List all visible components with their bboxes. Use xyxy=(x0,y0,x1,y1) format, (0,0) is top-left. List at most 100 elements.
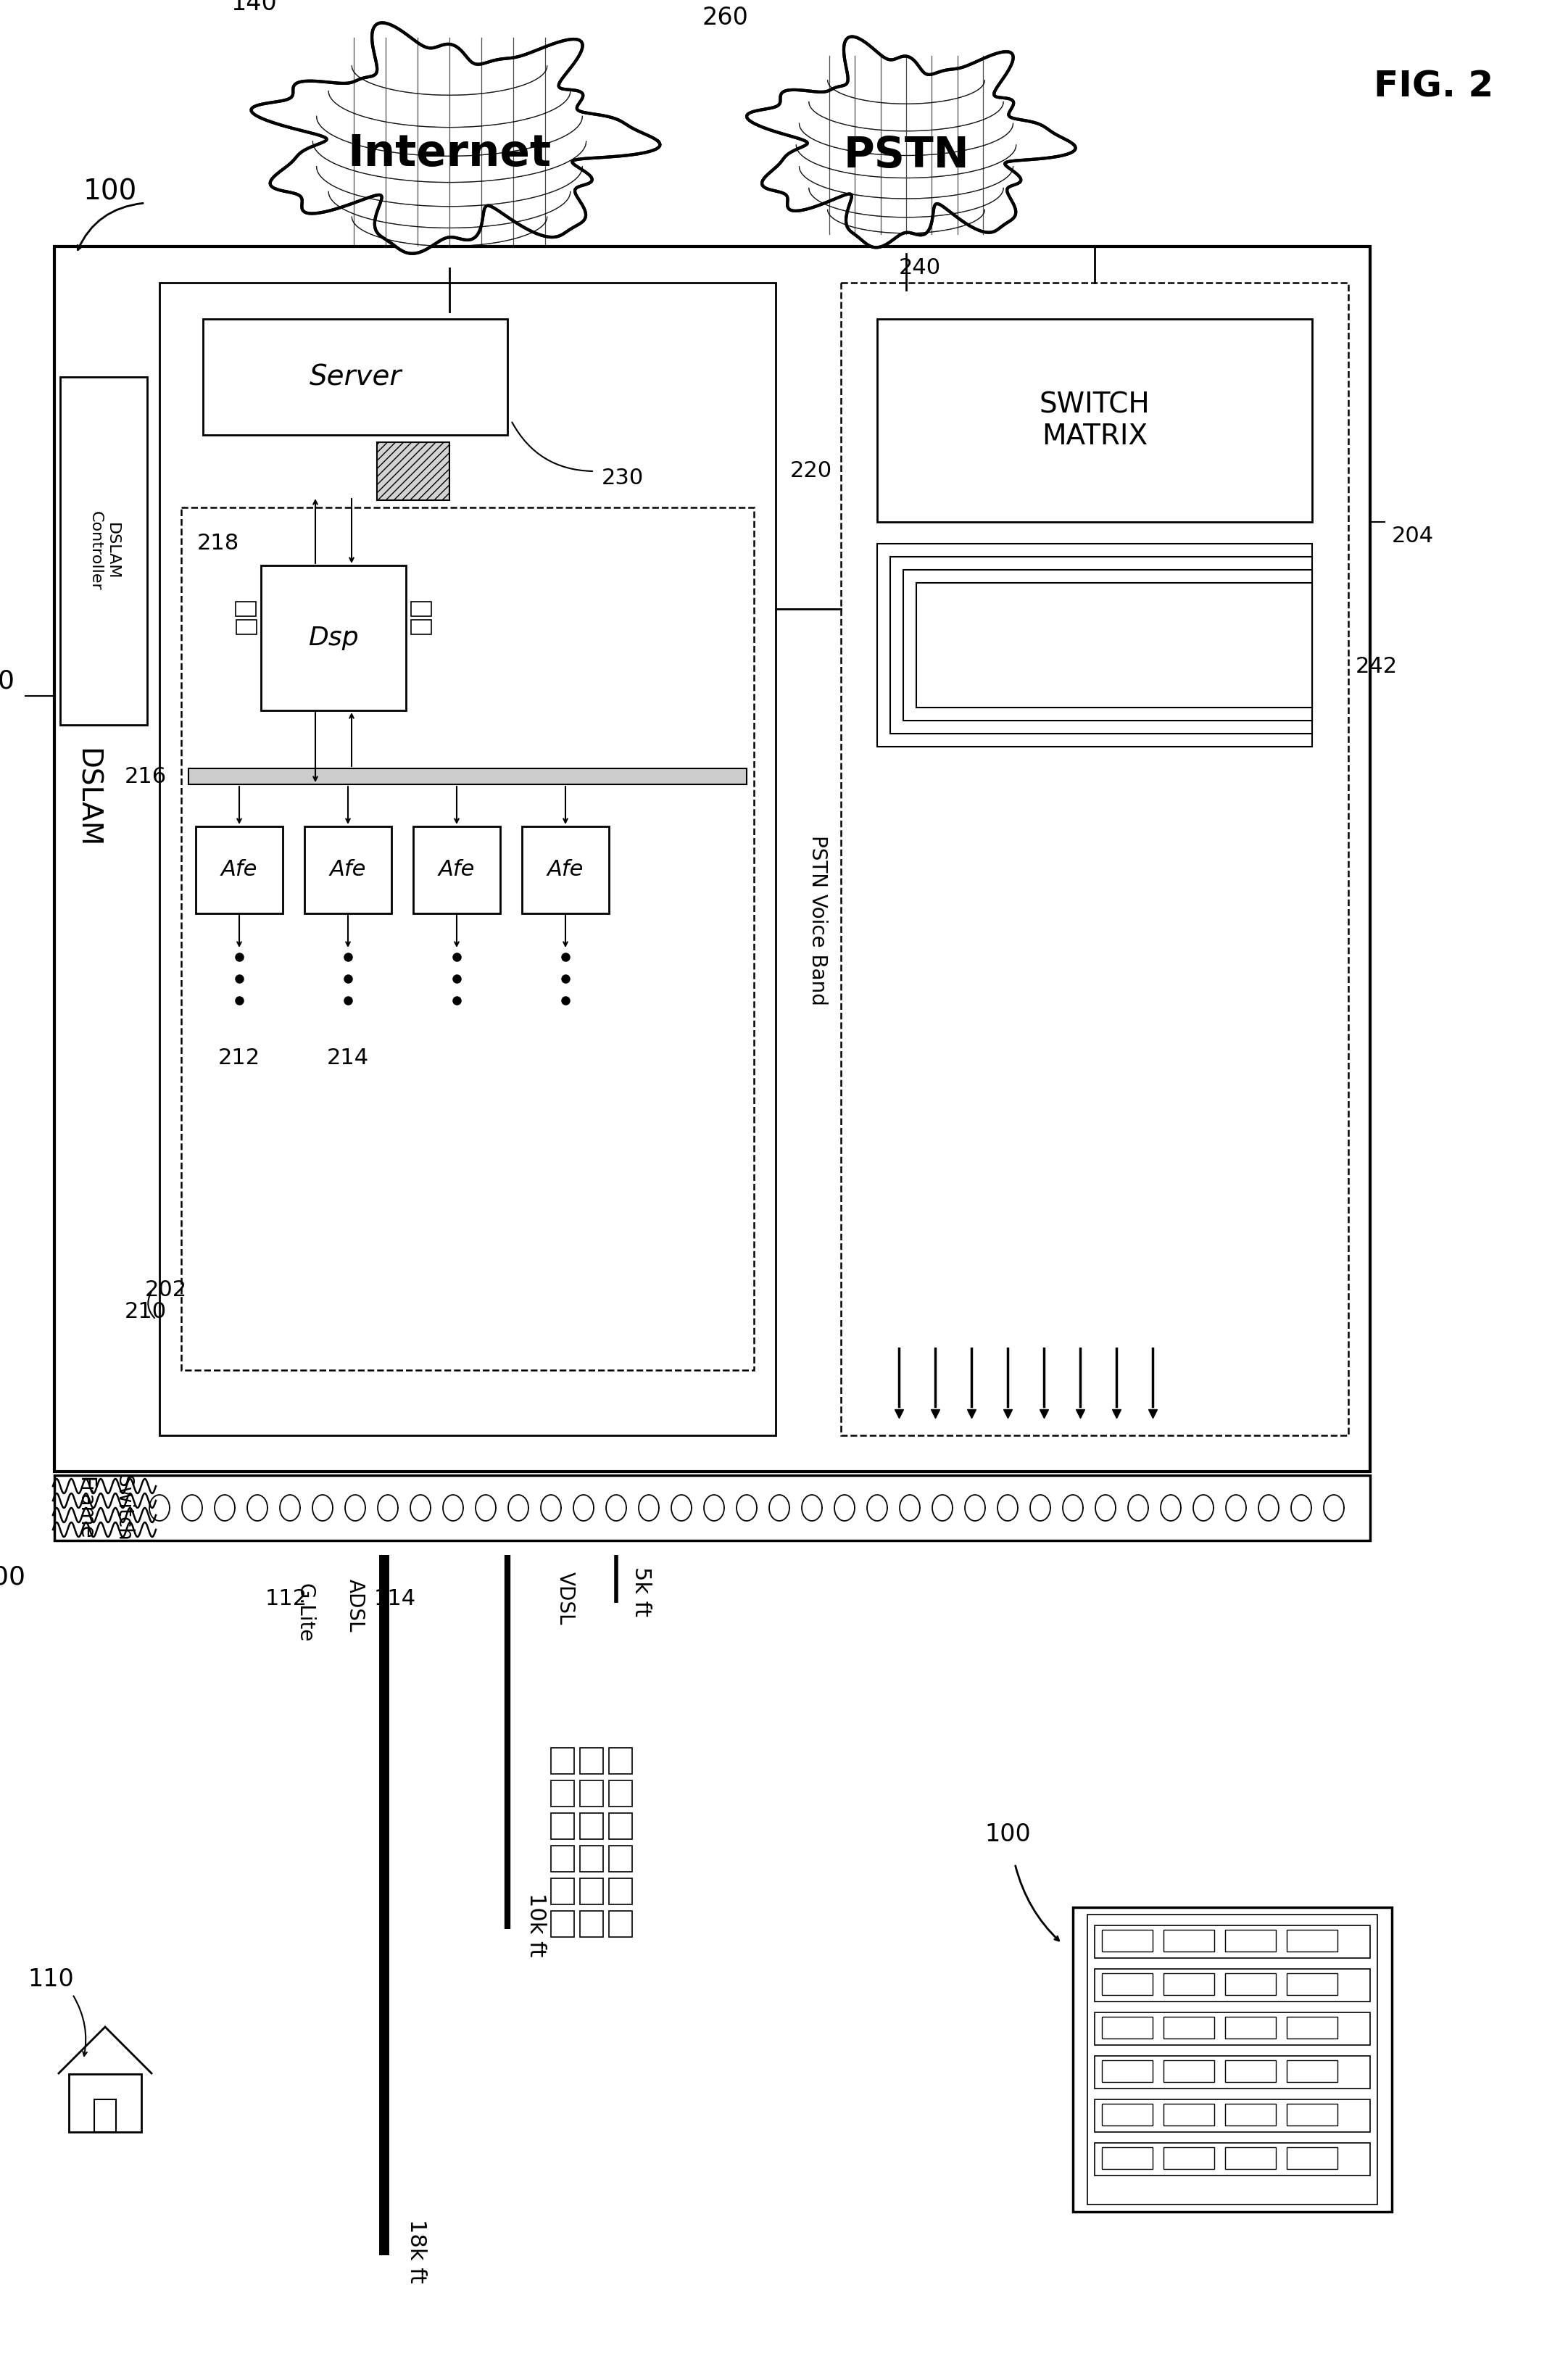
Bar xyxy=(550,1910,574,1936)
Text: 112: 112 xyxy=(265,1589,307,1610)
Bar xyxy=(608,1780,632,1806)
Text: 214: 214 xyxy=(326,1047,368,1069)
Bar xyxy=(877,544,1312,747)
Bar xyxy=(260,565,406,712)
Bar xyxy=(1102,2061,1152,2083)
Text: Afe: Afe xyxy=(329,860,367,879)
Bar xyxy=(903,570,1312,721)
Text: 242: 242 xyxy=(1356,657,1397,678)
Text: PSTN Voice Band: PSTN Voice Band xyxy=(808,834,828,1005)
Text: 110: 110 xyxy=(28,1967,74,1993)
Bar xyxy=(196,827,282,913)
Text: ADSL: ADSL xyxy=(345,1579,365,1634)
Bar xyxy=(840,284,1348,1435)
Bar xyxy=(1102,1929,1152,1953)
Bar xyxy=(580,1879,604,1905)
Bar xyxy=(1094,2142,1370,2175)
Bar xyxy=(182,508,754,1371)
Text: 10k ft: 10k ft xyxy=(525,1894,547,1957)
Bar xyxy=(69,2073,141,2132)
Bar xyxy=(1287,1929,1338,1953)
Text: 100: 100 xyxy=(985,1823,1030,1846)
Text: 202: 202 xyxy=(144,1279,187,1300)
Bar xyxy=(160,284,776,1435)
Text: PSTN: PSTN xyxy=(844,135,969,177)
Text: SWITCH
MATRIX: SWITCH MATRIX xyxy=(1040,390,1149,449)
Bar xyxy=(94,2099,116,2132)
Bar xyxy=(60,376,147,726)
Bar xyxy=(1225,2061,1276,2083)
Bar xyxy=(1102,2016,1152,2038)
Text: 212: 212 xyxy=(218,1047,260,1069)
Bar xyxy=(1073,1908,1392,2213)
Bar xyxy=(1163,2104,1214,2125)
Bar xyxy=(1094,2057,1370,2087)
Bar xyxy=(522,827,608,913)
Bar xyxy=(1094,2012,1370,2045)
Text: Dsp: Dsp xyxy=(309,626,359,650)
Bar xyxy=(891,558,1312,733)
Text: Frame: Frame xyxy=(75,1478,96,1539)
Bar xyxy=(1094,1924,1370,1957)
Bar xyxy=(414,827,500,913)
Bar xyxy=(1163,2016,1214,2038)
Text: VDSL: VDSL xyxy=(555,1572,575,1624)
Bar xyxy=(608,1910,632,1936)
Bar xyxy=(188,768,746,785)
Text: 140: 140 xyxy=(230,0,278,17)
Bar xyxy=(55,1475,1370,1541)
Bar xyxy=(1287,2016,1338,2038)
Bar xyxy=(1102,2104,1152,2125)
Text: 5k ft: 5k ft xyxy=(630,1567,652,1617)
Bar xyxy=(376,442,450,501)
Bar xyxy=(580,1813,604,1839)
Polygon shape xyxy=(251,24,660,253)
Text: 204: 204 xyxy=(1392,525,1435,546)
Bar xyxy=(1287,2104,1338,2125)
Text: 210: 210 xyxy=(124,1303,166,1321)
Bar xyxy=(608,1879,632,1905)
Bar xyxy=(916,584,1312,707)
Bar xyxy=(550,1813,574,1839)
Text: FIG. 2: FIG. 2 xyxy=(1374,69,1493,104)
Bar xyxy=(608,1846,632,1872)
Bar xyxy=(1287,1974,1338,1995)
Bar xyxy=(1287,2147,1338,2170)
Text: 218: 218 xyxy=(198,534,240,553)
Bar xyxy=(1094,2099,1370,2132)
Text: 18k ft: 18k ft xyxy=(406,2220,426,2284)
Text: Server: Server xyxy=(309,364,401,390)
Bar xyxy=(877,319,1312,522)
Bar xyxy=(580,1846,604,1872)
Bar xyxy=(580,1910,604,1936)
Text: Afe: Afe xyxy=(221,860,257,879)
Bar xyxy=(550,1780,574,1806)
Bar xyxy=(235,603,256,617)
Text: 114: 114 xyxy=(375,1589,416,1610)
Bar xyxy=(1225,2016,1276,2038)
Text: DSLAM
Controller: DSLAM Controller xyxy=(88,511,119,591)
Bar xyxy=(550,1747,574,1773)
Text: DSLAM: DSLAM xyxy=(74,747,100,849)
Bar xyxy=(1163,1929,1214,1953)
Text: Afe: Afe xyxy=(547,860,583,879)
Bar xyxy=(1225,2104,1276,2125)
Bar xyxy=(1163,2061,1214,2083)
Text: Switch: Switch xyxy=(113,1475,133,1541)
Bar xyxy=(1225,2147,1276,2170)
Text: 220: 220 xyxy=(790,461,833,482)
Bar xyxy=(608,1813,632,1839)
Bar xyxy=(1225,1929,1276,1953)
Text: Internet: Internet xyxy=(348,132,552,175)
Bar xyxy=(411,603,431,617)
Text: G.Lite: G.Lite xyxy=(295,1584,315,1643)
Bar xyxy=(1225,1974,1276,1995)
Text: Afe: Afe xyxy=(439,860,475,879)
Bar xyxy=(608,1747,632,1773)
Bar xyxy=(1102,1974,1152,1995)
Text: 260: 260 xyxy=(702,7,748,31)
Bar xyxy=(550,1846,574,1872)
Text: 200: 200 xyxy=(0,669,14,693)
Bar xyxy=(1102,2147,1152,2170)
Bar xyxy=(411,619,431,634)
